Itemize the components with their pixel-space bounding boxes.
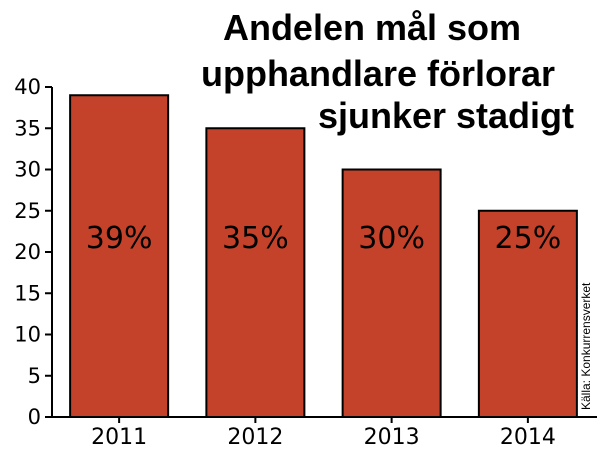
chart-title: Andelen mål som upphandlare förlorar sju… — [201, 7, 574, 136]
data-label-2013: 30% — [358, 221, 425, 256]
bar-2013 — [341, 168, 442, 418]
data-label-2011: 39% — [86, 221, 153, 256]
y-tick-label-10: 10 — [14, 323, 41, 347]
chart-title-line-2: upphandlare förlorar — [201, 53, 555, 94]
data-labels: 39% 35% 30% 25% — [86, 221, 561, 256]
y-tick-label-35: 35 — [14, 116, 41, 140]
y-tick-label-0: 0 — [28, 405, 41, 429]
bar-series — [69, 94, 578, 418]
data-label-2014: 25% — [495, 221, 562, 256]
data-label-2012: 35% — [222, 221, 289, 256]
chart-title-line-1: Andelen mål som — [223, 7, 521, 48]
y-tick-label-30: 30 — [14, 158, 41, 182]
y-tick-label-20: 20 — [14, 240, 41, 264]
y-tick-label-25: 25 — [14, 199, 41, 223]
y-tick-label-15: 15 — [14, 281, 41, 305]
x-tick-label-2014: 2014 — [500, 425, 556, 450]
x-axis-ticks: 2011 2012 2013 2014 — [91, 417, 556, 450]
source-note: Källa: Konkurrensverket — [579, 282, 593, 410]
x-tick-label-2011: 2011 — [91, 425, 147, 450]
chart-title-line-3: sjunker stadigt — [318, 95, 574, 136]
y-tick-label-40: 40 — [14, 75, 41, 99]
y-axis-ticks: 0 5 10 15 20 25 30 35 40 — [14, 75, 52, 429]
x-tick-label-2013: 2013 — [364, 425, 420, 450]
bar-2011 — [69, 94, 170, 418]
bar-2012 — [205, 127, 306, 418]
bar-2014 — [477, 209, 578, 418]
x-tick-label-2012: 2012 — [227, 425, 283, 450]
y-tick-label-5: 5 — [28, 364, 41, 388]
